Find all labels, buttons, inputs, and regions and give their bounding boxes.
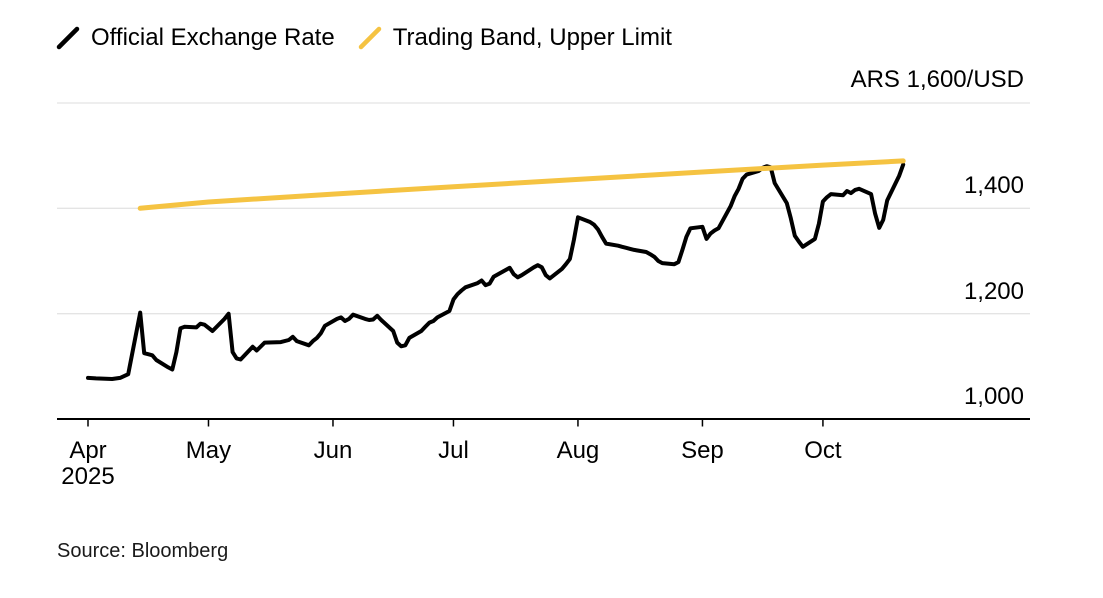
gold-line-swatch-icon [358,26,381,50]
y-axis-unit-label: ARS 1,600/USD [850,66,1024,93]
trading-band-upper-limit-line [137,158,906,211]
x-tick-label-oct: Oct [804,437,842,464]
official-exchange-rate-line [86,162,906,381]
y-tick-label-1200: 1,200 [963,277,1024,305]
chart-legend: Official Exchange Rate Trading Band, Upp… [55,24,694,52]
legend-label-trading-band: Trading Band, Upper Limit [392,24,672,51]
source-attribution: Source: Bloomberg [57,540,229,562]
x-axis-year-label: 2025 [61,463,115,490]
x-tick-label-sep: Sep [681,437,724,464]
x-tick-label-jun: Jun [313,437,353,464]
x-tick-label-jul: Jul [438,437,469,464]
legend-item-trading-band: Trading Band, Upper Limit [357,24,672,52]
x-tick-label-apr: Apr [69,437,107,464]
legend-label-official-exchange-rate: Official Exchange Rate [91,24,335,51]
x-tick-label-aug: Aug [556,437,600,464]
x-tick-label-may: May [185,437,232,464]
legend-item-official-exchange-rate: Official Exchange Rate [55,24,335,52]
y-tick-label-1000: 1,000 [963,383,1024,410]
black-line-swatch-icon [56,26,80,50]
y-tick-label-1400: 1,400 [963,172,1024,200]
